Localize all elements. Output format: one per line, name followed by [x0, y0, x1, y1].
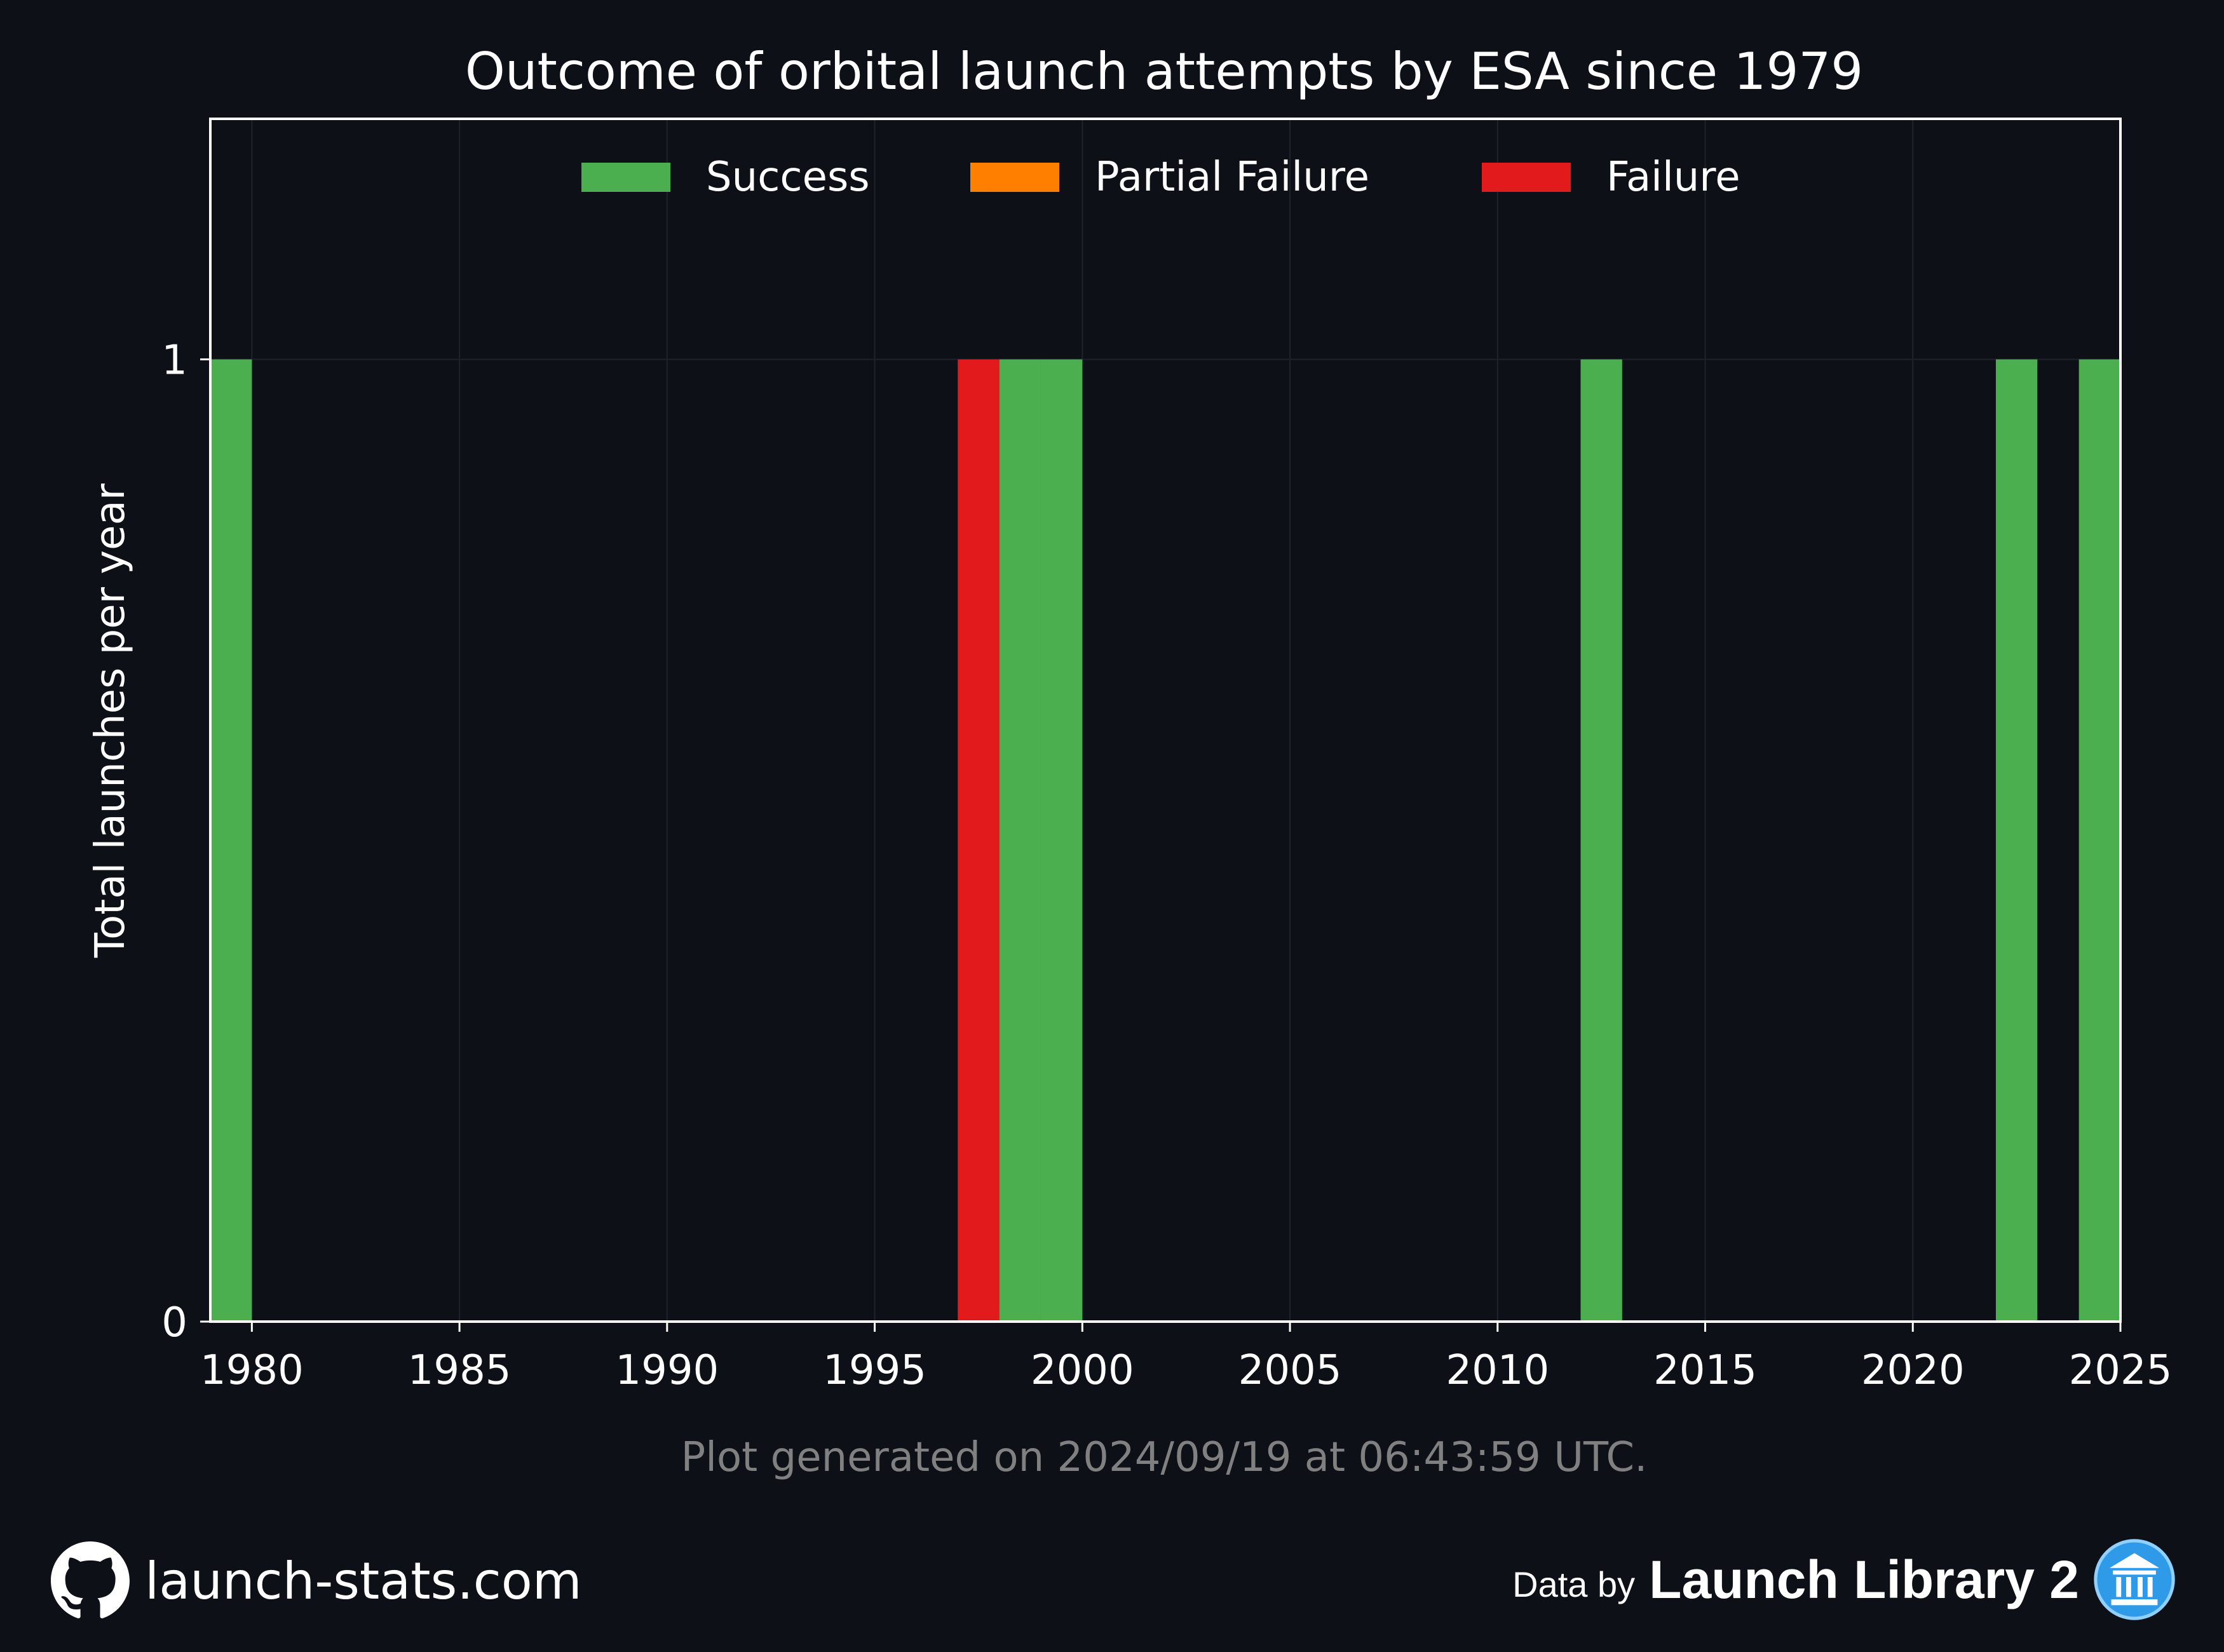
chart-title: Outcome of orbital launch attempts by ES…: [465, 42, 1863, 101]
x-tick-label: 1980: [200, 1347, 304, 1394]
legend: Success Partial Failure Failure: [581, 154, 1740, 201]
axis-ticks: 1980 1985 1990 1995 2000 2005 2010 2015 2020 2025…: [161, 337, 2172, 1394]
legend-swatch-success: [581, 163, 670, 192]
github-icon: [51, 1541, 130, 1618]
y-axis-label: Total launches per year: [87, 483, 134, 958]
legend-label-failure: Failure: [1606, 154, 1740, 201]
bar-success-2012: [1580, 359, 1622, 1322]
footer-data-credit: Data by Launch Library 2: [1512, 1535, 2176, 1624]
launch-library-brand: Launch Library 2: [1649, 1549, 2079, 1609]
y-tick-label: 1: [161, 337, 187, 384]
bar-success-1998: [999, 359, 1041, 1322]
legend-swatch-partial-failure: [970, 163, 1059, 192]
bar-success-2024: [2078, 359, 2120, 1322]
data-by-label: Data by: [1512, 1564, 1636, 1604]
legend-label-partial-failure: Partial Failure: [1095, 154, 1369, 201]
x-tick-label: 2025: [2069, 1347, 2173, 1394]
launch-library-logo-icon: [2094, 1539, 2175, 1620]
x-tick-label: 2005: [1238, 1347, 1342, 1394]
bar-success-1999: [1040, 359, 1083, 1322]
legend-label-success: Success: [706, 154, 870, 201]
x-tick-label: 2000: [1031, 1347, 1134, 1394]
site-link[interactable]: launch-stats.com: [145, 1551, 582, 1611]
bar-failure-1997: [958, 359, 1000, 1322]
x-tick-label: 1990: [615, 1347, 719, 1394]
x-tick-label: 2020: [1861, 1347, 1965, 1394]
legend-swatch-failure: [1482, 163, 1571, 192]
x-tick-label: 2010: [1446, 1347, 1549, 1394]
y-tick-label: 0: [161, 1299, 187, 1346]
x-tick-label: 1995: [823, 1347, 926, 1394]
grid-lines: [210, 119, 2121, 1322]
x-tick-label: 2015: [1653, 1347, 1757, 1394]
x-tick-label: 1985: [408, 1347, 512, 1394]
bar-success-1979: [210, 359, 252, 1322]
plot-frame: [209, 118, 2122, 1323]
bar-success-2022: [1995, 359, 2038, 1322]
bars: [210, 359, 2120, 1322]
footer-site: launch-stats.com: [51, 1541, 582, 1619]
generated-timestamp: Plot generated on 2024/09/19 at 06:43:59…: [681, 1434, 1648, 1481]
